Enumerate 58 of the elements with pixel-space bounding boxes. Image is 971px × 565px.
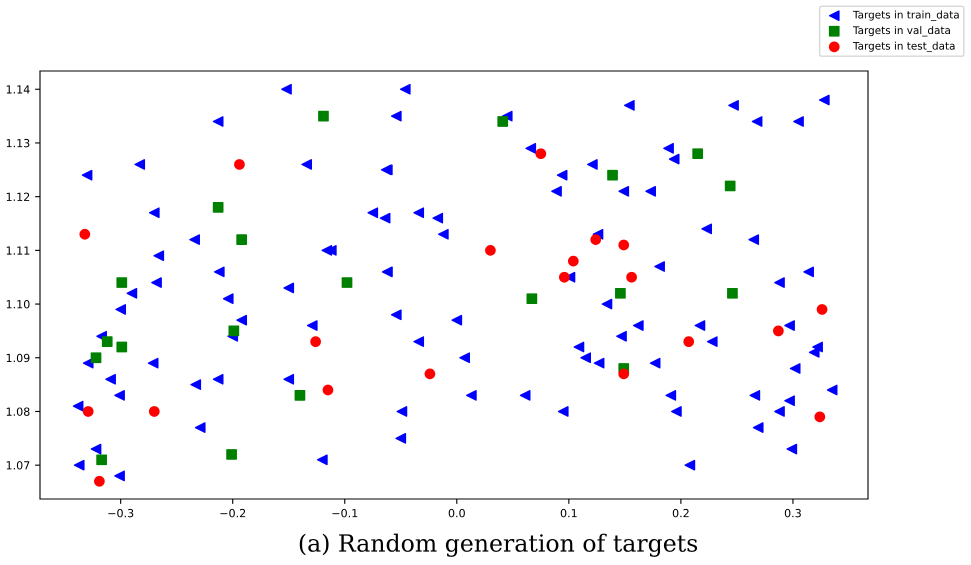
point xyxy=(236,234,248,245)
point xyxy=(294,390,306,401)
point xyxy=(96,454,107,466)
point xyxy=(485,245,496,256)
point xyxy=(568,256,579,266)
point xyxy=(234,159,245,170)
point xyxy=(692,148,704,160)
point xyxy=(79,228,90,240)
y-tick-label: 1.14 xyxy=(6,85,30,94)
x-tick-label: 0.3 xyxy=(784,508,801,518)
point xyxy=(322,384,334,396)
point xyxy=(497,116,508,127)
y-tick-label: 1.07 xyxy=(6,461,30,470)
x-tick-label: 0.2 xyxy=(672,508,689,518)
legend-label: Targets in val_data xyxy=(852,26,950,36)
point xyxy=(82,406,94,417)
point xyxy=(526,293,538,304)
y-tick-label: 1.09 xyxy=(6,354,30,362)
point xyxy=(615,288,626,299)
point xyxy=(116,342,128,352)
x-tick-label: −0.3 xyxy=(108,508,134,518)
point xyxy=(226,449,237,460)
legend-label: Targets in test_data xyxy=(852,42,954,52)
point xyxy=(626,272,637,283)
point xyxy=(424,368,436,380)
point xyxy=(724,180,736,192)
text: (a) Random generation of targets xyxy=(300,534,698,557)
point xyxy=(683,336,694,348)
point xyxy=(727,288,738,299)
point xyxy=(90,352,102,364)
y-tick-label: 1.13 xyxy=(6,138,30,148)
y-tick-label: 1.12 xyxy=(6,192,30,201)
point xyxy=(590,234,602,245)
point xyxy=(94,476,105,487)
legend-label: Targets in train_data xyxy=(852,10,959,21)
point xyxy=(148,406,160,417)
point xyxy=(318,110,329,122)
point xyxy=(816,304,828,315)
point xyxy=(607,170,618,181)
point xyxy=(535,148,546,160)
point xyxy=(342,277,352,288)
x-tick-label: 0.1 xyxy=(560,508,577,518)
point xyxy=(228,326,240,336)
point xyxy=(212,202,224,213)
x-tick-label: −0.2 xyxy=(220,508,246,518)
point xyxy=(618,368,630,380)
point xyxy=(102,336,113,348)
point xyxy=(773,326,784,336)
point xyxy=(116,277,128,288)
x-tick-label: 0.0 xyxy=(448,508,465,518)
y-tick-label: 1.10 xyxy=(6,300,30,308)
y-tick-label: 1.08 xyxy=(6,407,30,416)
y-tick-label: 1.11 xyxy=(6,246,30,255)
point xyxy=(559,272,570,283)
point xyxy=(618,240,630,250)
x-tick-label: −0.1 xyxy=(332,508,358,518)
point xyxy=(814,411,826,422)
point xyxy=(310,336,321,348)
